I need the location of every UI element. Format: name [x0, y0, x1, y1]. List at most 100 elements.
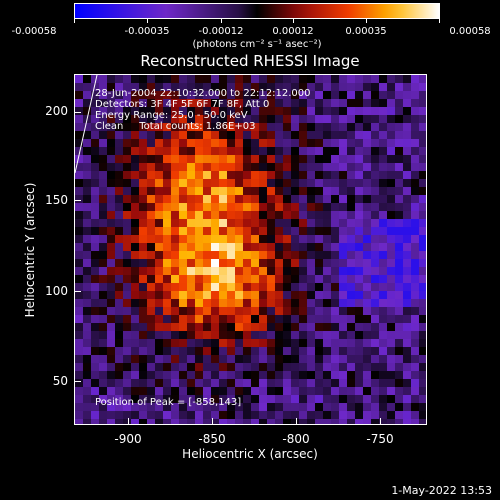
image-pixel — [131, 395, 139, 403]
image-pixel — [195, 291, 203, 299]
image-pixel — [107, 75, 115, 83]
image-pixel — [355, 331, 363, 339]
image-pixel — [139, 227, 147, 235]
image-pixel — [155, 403, 163, 411]
image-pixel — [235, 315, 243, 323]
image-pixel — [355, 115, 363, 123]
image-pixel — [243, 147, 251, 155]
image-pixel — [235, 251, 243, 259]
image-pixel — [219, 403, 227, 411]
image-pixel — [91, 315, 99, 323]
image-pixel — [155, 147, 163, 155]
image-pixel — [323, 371, 331, 379]
image-pixel — [195, 219, 203, 227]
image-pixel — [283, 275, 291, 283]
image-pixel — [75, 83, 83, 91]
image-pixel — [139, 75, 147, 83]
image-pixel — [259, 291, 267, 299]
image-pixel — [115, 155, 123, 163]
image-pixel — [339, 323, 347, 331]
image-pixel — [91, 107, 99, 115]
image-pixel — [323, 139, 331, 147]
image-pixel — [195, 147, 203, 155]
image-pixel — [347, 107, 355, 115]
image-pixel — [251, 379, 259, 387]
image-pixel — [379, 331, 387, 339]
image-pixel — [395, 419, 403, 424]
image-pixel — [243, 179, 251, 187]
image-pixel — [139, 299, 147, 307]
image-pixel — [275, 387, 283, 395]
image-pixel — [387, 275, 395, 283]
image-pixel — [323, 251, 331, 259]
image-pixel — [107, 363, 115, 371]
image-pixel — [195, 267, 203, 275]
image-pixel — [371, 267, 379, 275]
image-pixel — [155, 123, 163, 131]
image-pixel — [371, 187, 379, 195]
image-pixel — [219, 187, 227, 195]
image-pixel — [299, 307, 307, 315]
image-pixel — [83, 123, 91, 131]
image-pixel — [203, 195, 211, 203]
y-tick — [75, 112, 81, 113]
image-pixel — [371, 75, 379, 83]
image-pixel — [395, 323, 403, 331]
image-pixel — [187, 259, 195, 267]
image-pixel — [307, 171, 315, 179]
image-pixel — [155, 203, 163, 211]
image-pixel — [139, 387, 147, 395]
image-pixel — [107, 163, 115, 171]
image-pixel — [331, 291, 339, 299]
image-pixel — [219, 315, 227, 323]
image-pixel — [187, 291, 195, 299]
image-pixel — [267, 147, 275, 155]
image-pixel — [403, 363, 411, 371]
image-pixel — [179, 147, 187, 155]
image-pixel — [211, 291, 219, 299]
image-pixel — [171, 227, 179, 235]
image-pixel — [259, 307, 267, 315]
image-pixel — [283, 115, 291, 123]
image-pixel — [243, 91, 251, 99]
image-pixel — [403, 395, 411, 403]
image-pixel — [91, 195, 99, 203]
image-pixel — [315, 283, 323, 291]
image-pixel — [283, 363, 291, 371]
image-pixel — [371, 115, 379, 123]
image-pixel — [371, 363, 379, 371]
image-pixel — [171, 283, 179, 291]
image-pixel — [259, 347, 267, 355]
image-pixel — [363, 83, 371, 91]
image-pixel — [227, 323, 235, 331]
image-pixel — [195, 411, 203, 419]
image-pixel — [419, 347, 426, 355]
image-pixel — [131, 283, 139, 291]
image-pixel — [131, 211, 139, 219]
image-pixel — [299, 419, 307, 424]
image-pixel — [259, 355, 267, 363]
image-pixel — [275, 307, 283, 315]
image-pixel — [339, 411, 347, 419]
plot-frame — [74, 74, 427, 425]
image-pixel — [195, 203, 203, 211]
image-pixel — [291, 299, 299, 307]
image-pixel — [123, 331, 131, 339]
image-pixel — [83, 387, 91, 395]
image-pixel — [339, 283, 347, 291]
image-pixel — [387, 235, 395, 243]
image-pixel — [203, 251, 211, 259]
image-pixel — [107, 131, 115, 139]
image-pixel — [139, 155, 147, 163]
image-pixel — [171, 251, 179, 259]
image-pixel — [187, 315, 195, 323]
image-pixel — [219, 227, 227, 235]
image-pixel — [291, 131, 299, 139]
image-pixel — [75, 291, 83, 299]
image-pixel — [347, 395, 355, 403]
image-pixel — [243, 331, 251, 339]
image-pixel — [107, 227, 115, 235]
image-pixel — [139, 243, 147, 251]
image-pixel — [219, 115, 227, 123]
image-pixel — [371, 411, 379, 419]
